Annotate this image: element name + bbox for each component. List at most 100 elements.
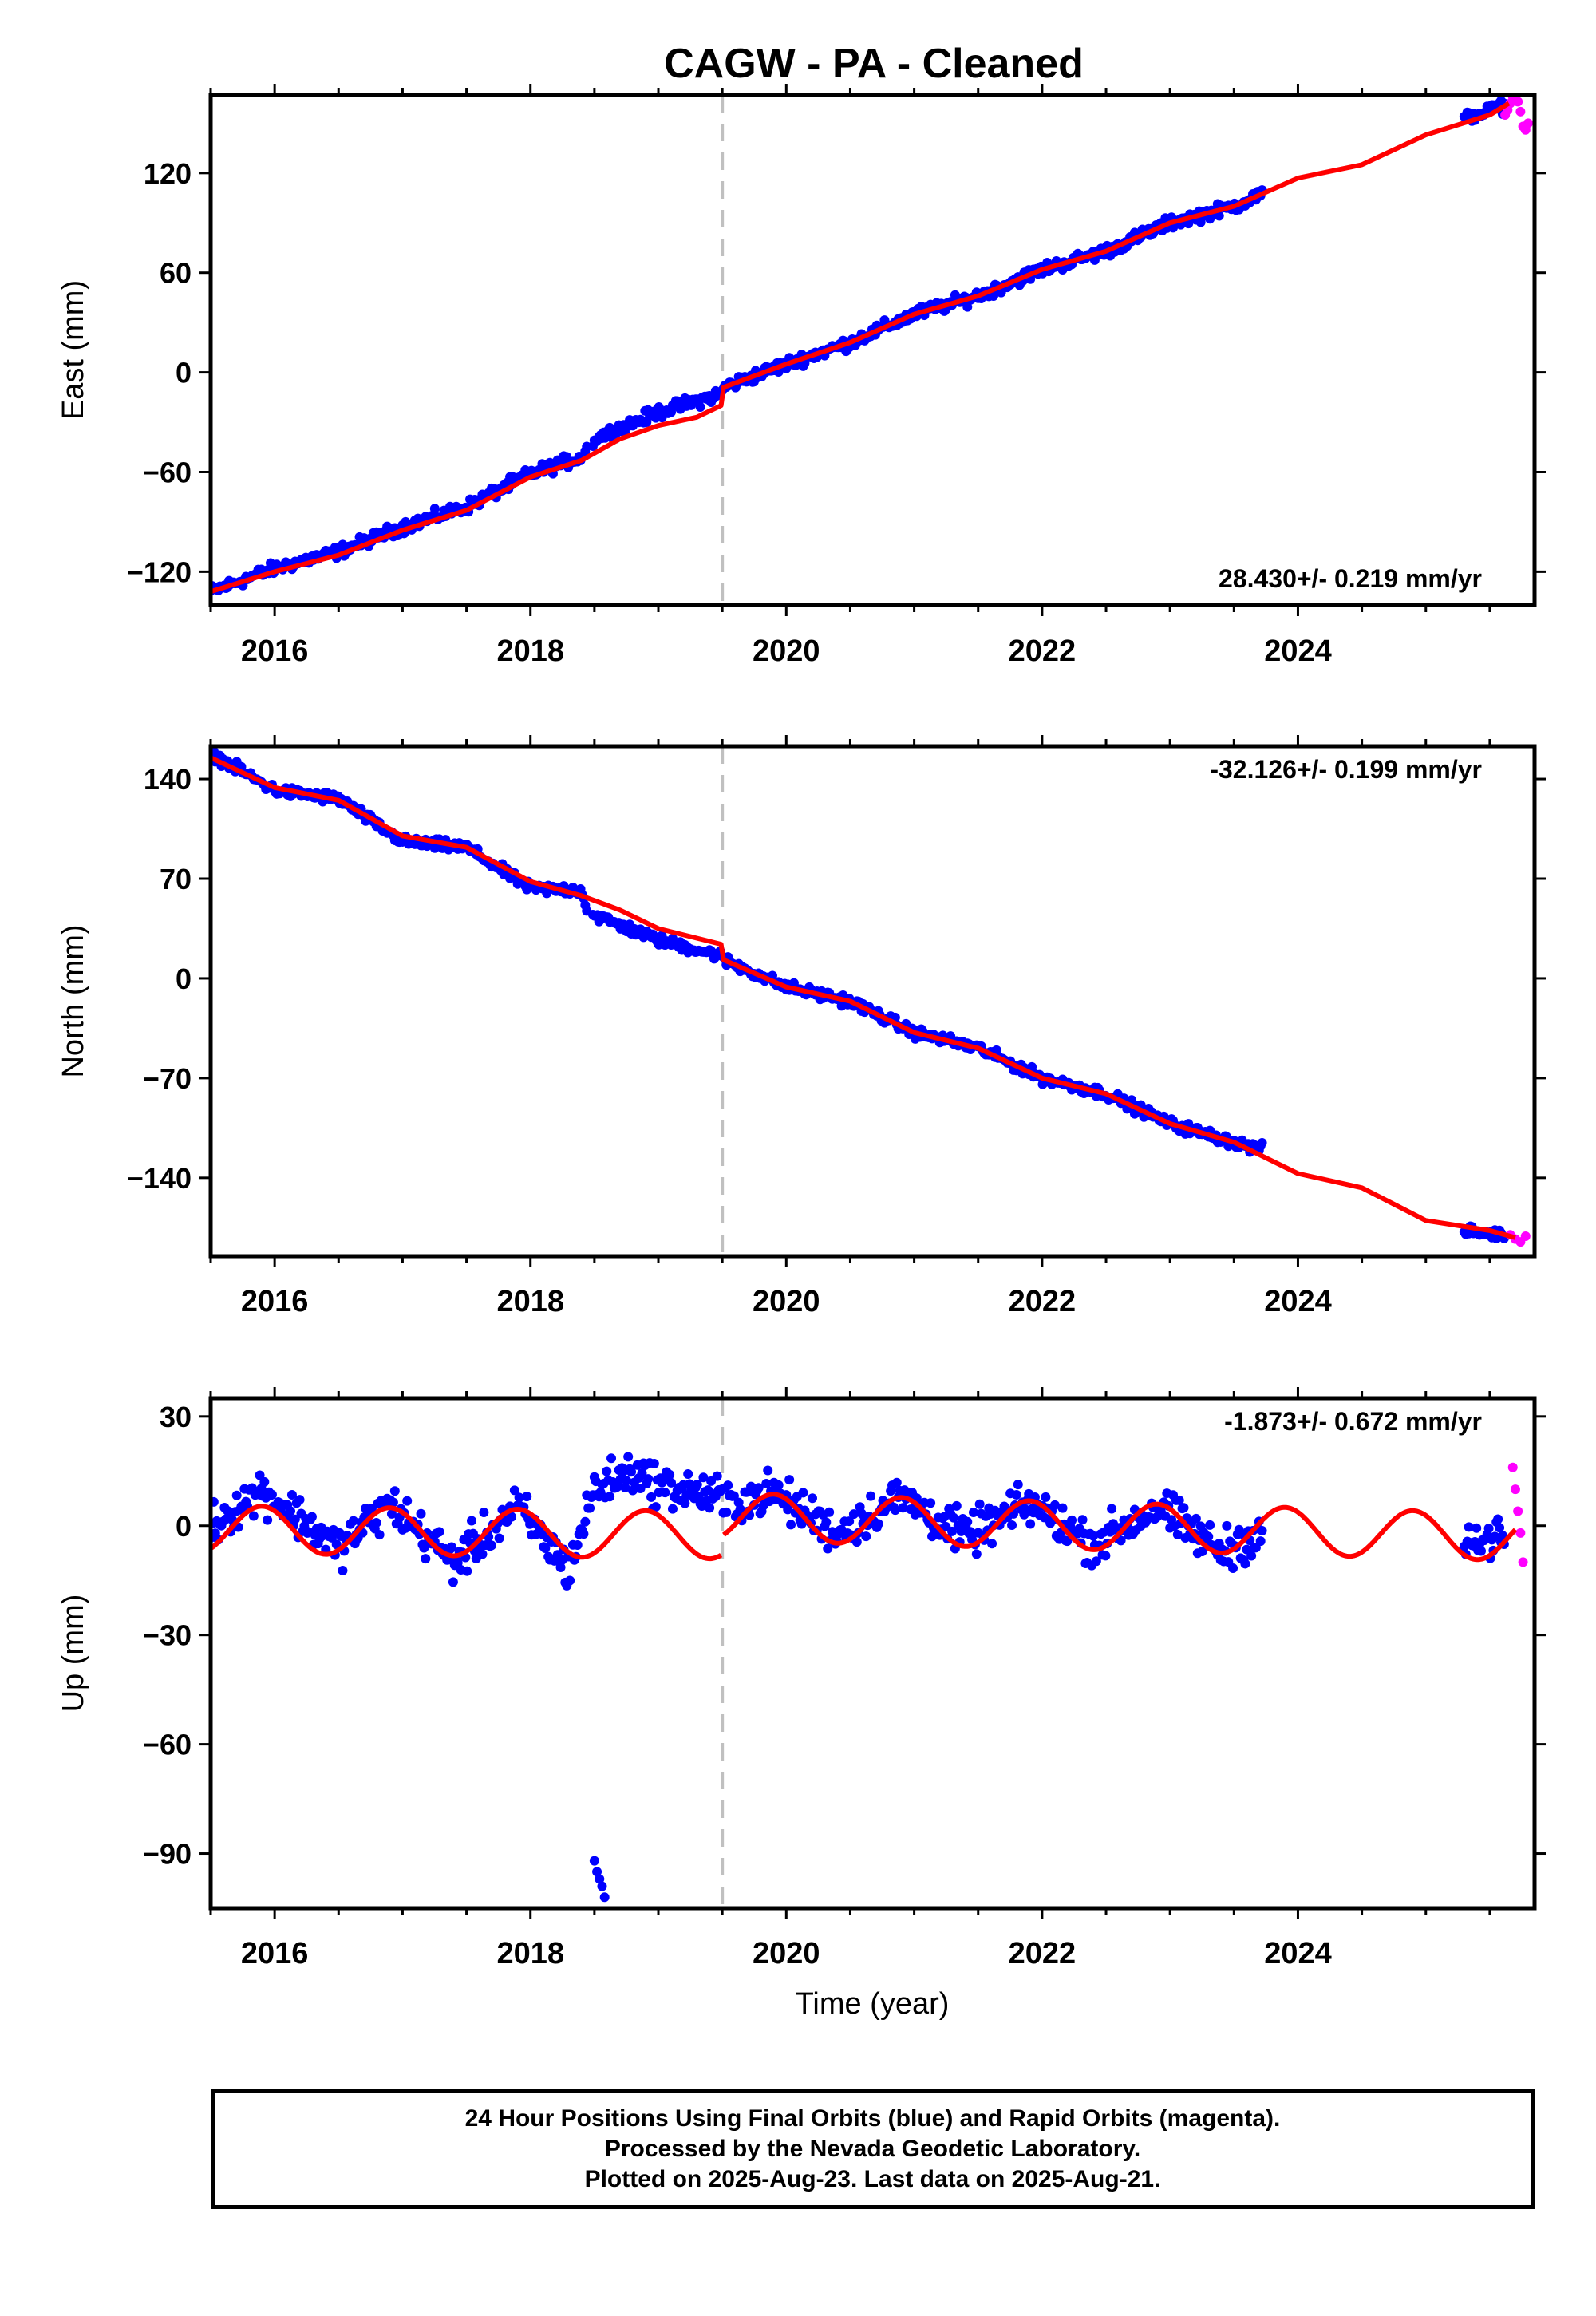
x-tick-label: 2024 [1264, 1937, 1332, 1970]
x-tick-label: 2016 [241, 1285, 309, 1318]
y-tick-label: −120 [127, 555, 192, 588]
data-point [824, 1507, 835, 1517]
data-point [1174, 1495, 1184, 1505]
plot-area-north [211, 746, 1531, 1256]
data-point [1257, 1525, 1267, 1535]
data-point [1100, 1551, 1111, 1561]
data-point [338, 1565, 348, 1575]
data-point [540, 1543, 551, 1553]
plot-area-up [211, 1398, 1528, 1908]
data-point [579, 1529, 589, 1539]
data-point [1464, 1522, 1474, 1532]
model-curve [211, 101, 1511, 595]
x-tick-label: 2016 [241, 1937, 309, 1970]
data-point [1049, 1500, 1060, 1510]
data-point [1493, 1514, 1503, 1524]
outlier-point [599, 1892, 610, 1903]
y-tick-label: −140 [127, 1162, 192, 1195]
data-point [643, 1474, 654, 1484]
data-point [622, 1476, 632, 1486]
plot-area-east [211, 95, 1533, 605]
data-point [1222, 1520, 1232, 1531]
y-axis-label: East (mm) [57, 280, 90, 420]
caption-box: 24 Hour Positions Using Final Orbits (bl… [211, 2089, 1535, 2209]
data-point [823, 1543, 833, 1554]
data-point [1116, 1535, 1126, 1546]
data-point [1228, 1563, 1238, 1573]
data-point [602, 1466, 612, 1476]
data-point [248, 1511, 259, 1521]
data-point [1246, 1551, 1257, 1561]
data-point [1067, 1515, 1077, 1525]
y-tick-label: 120 [144, 157, 192, 190]
caption-line-processed-by: Processed by the Nevada Geodetic Laborat… [604, 2136, 1141, 2162]
data-point [585, 1503, 595, 1513]
data-point [1205, 1520, 1215, 1530]
data-point [951, 1500, 962, 1511]
data-point [898, 1503, 908, 1513]
data-point [267, 1489, 277, 1500]
panel-east: −120 −60 0 60 120 2016 2018 2020 2022 2024 East (m… [57, 84, 1546, 668]
outlier-point [597, 1881, 607, 1891]
data-point [866, 1491, 876, 1501]
data-point [968, 1508, 978, 1518]
rapid-point [1523, 118, 1533, 128]
data-point [926, 1498, 936, 1508]
data-point [306, 1512, 317, 1522]
panel-up: −90 −60 −30 0 30 2016 2018 2020 2022 2024 Up (mm) -… [57, 1387, 1546, 1970]
data-point [429, 504, 440, 514]
y-tick-label: 70 [160, 863, 192, 895]
x-tick-label: 2022 [1009, 1285, 1077, 1318]
data-point [974, 1499, 985, 1509]
data-point [650, 1502, 661, 1512]
data-point [1255, 1536, 1266, 1547]
data-point [667, 1504, 678, 1514]
data-point [1203, 1531, 1214, 1542]
rate-label: -32.126+/- 0.199 mm/yr [1210, 755, 1482, 784]
data-point [784, 1475, 795, 1485]
rapid-point [1507, 1462, 1518, 1472]
rapid-point [1515, 1528, 1526, 1538]
x-tick-label: 2024 [1264, 634, 1332, 668]
data-point [389, 1486, 400, 1496]
data-point [416, 1508, 426, 1519]
data-point [891, 1477, 902, 1488]
data-point [565, 1575, 575, 1586]
data-point [1025, 1519, 1036, 1529]
data-point [421, 1554, 431, 1564]
data-point [680, 1498, 690, 1508]
plot-panels: −120 −60 0 60 120 2016 2018 2020 2022 2024 East (m… [57, 84, 1546, 1970]
data-point [1240, 1559, 1250, 1569]
data-point [263, 1515, 273, 1525]
data-point [555, 1563, 566, 1573]
panel-frame [208, 1396, 1537, 1911]
data-point [446, 1542, 456, 1552]
data-point [948, 1512, 958, 1523]
data-point [637, 1468, 647, 1478]
rapid-point [1513, 1506, 1523, 1516]
model-curve [211, 755, 1516, 1240]
data-point [1472, 1523, 1482, 1533]
y-tick-label: 60 [160, 257, 192, 290]
x-tick-label: 2020 [753, 1285, 820, 1318]
data-point [626, 1467, 637, 1477]
data-point [1476, 1546, 1486, 1556]
data-point [1107, 1504, 1117, 1514]
data-point [466, 1516, 476, 1526]
data-point [286, 1489, 297, 1500]
data-point [1077, 1515, 1088, 1525]
x-tick-label: 2020 [753, 1937, 820, 1970]
data-point [348, 1516, 358, 1526]
panel-frame [208, 744, 1537, 1259]
data-point [434, 1527, 444, 1537]
data-point [259, 1476, 270, 1487]
data-point [808, 1493, 818, 1504]
x-tick-label: 2018 [496, 1285, 564, 1318]
data-point [821, 1517, 832, 1528]
y-axis-label: Up (mm) [57, 1595, 90, 1713]
data-point [290, 1514, 300, 1524]
rate-label: -1.873+/- 0.672 mm/yr [1224, 1407, 1482, 1436]
data-point [698, 1472, 709, 1483]
data-point [1057, 1503, 1068, 1513]
